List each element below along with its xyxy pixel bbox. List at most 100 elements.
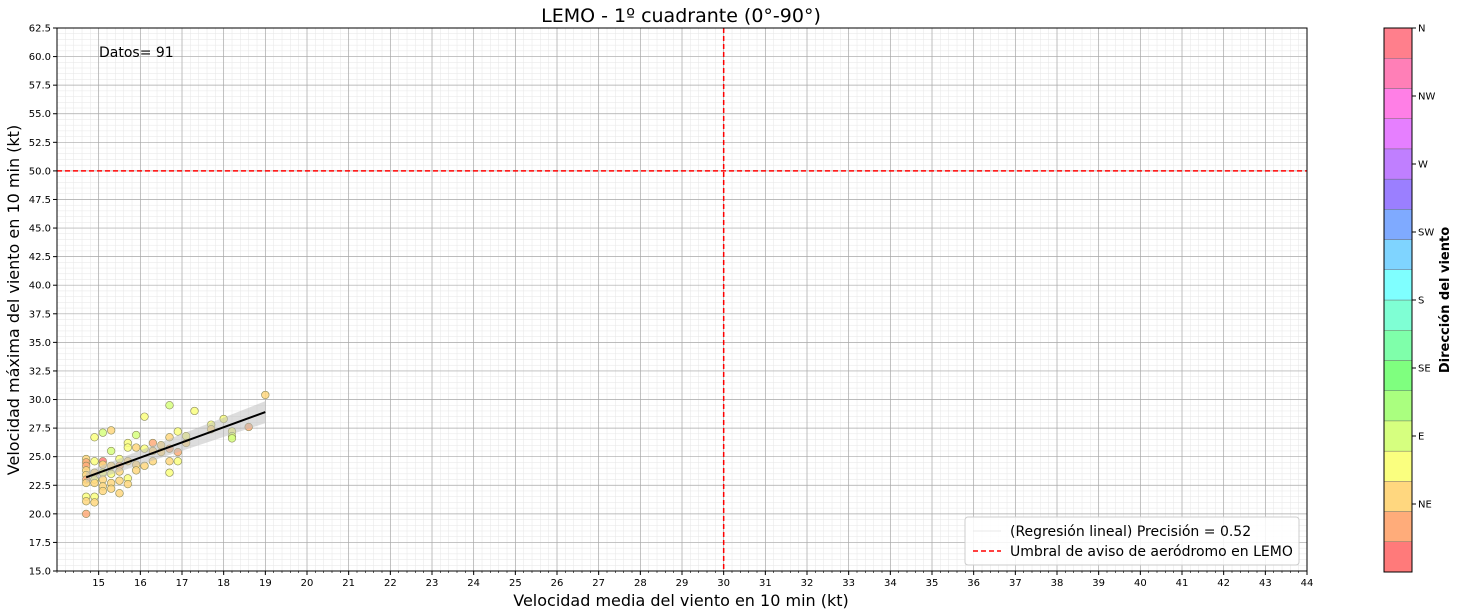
x-tick-label: 20 xyxy=(301,578,314,589)
x-tick-label: 33 xyxy=(842,578,855,589)
x-tick-label: 16 xyxy=(134,578,147,589)
colorbar-tick-label: SW xyxy=(1418,228,1434,239)
y-tick-label: 35.0 xyxy=(29,338,51,349)
y-tick-label: 30.0 xyxy=(29,395,51,406)
data-point xyxy=(140,412,149,421)
colorbar-segment xyxy=(1383,118,1413,150)
x-tick-label: 21 xyxy=(342,578,355,589)
y-tick-label: 55.0 xyxy=(29,109,51,120)
data-point xyxy=(132,466,141,475)
data-point xyxy=(107,446,116,456)
colorbar-segment xyxy=(1383,239,1413,270)
y-tick-label: 47.5 xyxy=(29,195,51,206)
colorbar-segment xyxy=(1383,299,1413,331)
x-tick-label: 36 xyxy=(967,578,980,589)
colorbar-tick-label: NW xyxy=(1418,92,1435,103)
colorbar-segment xyxy=(1383,209,1413,240)
y-tick-label: 45.0 xyxy=(29,224,51,235)
x-tick-label: 28 xyxy=(634,578,647,589)
data-point xyxy=(98,428,107,437)
data-point xyxy=(132,430,141,440)
data-point xyxy=(115,476,124,485)
y-tick-label: 27.5 xyxy=(29,424,51,435)
y-tick-label: 22.5 xyxy=(29,481,51,492)
x-tick-label: 38 xyxy=(1051,578,1064,589)
colorbar-segment xyxy=(1383,178,1413,210)
colorbar-tick-label: S xyxy=(1418,296,1424,307)
colorbar-segment xyxy=(1383,148,1413,180)
colorbar-segment xyxy=(1383,511,1413,542)
data-point xyxy=(90,433,99,442)
data-point xyxy=(227,434,237,443)
data-point xyxy=(98,486,107,496)
y-tick-label: 32.5 xyxy=(29,366,51,377)
data-point xyxy=(173,427,182,436)
y-tick-label: 50.0 xyxy=(29,166,51,177)
colorbar: NE E SE S SW W NW N xyxy=(1383,24,1435,573)
threshold-lines xyxy=(57,28,1307,571)
colorbar-segment xyxy=(1383,420,1413,452)
x-tick-label: 26 xyxy=(551,578,564,589)
scatter-points xyxy=(82,390,270,518)
x-tick-label: 42 xyxy=(1217,578,1230,589)
x-tick-label: 19 xyxy=(259,578,272,589)
x-tick-label: 23 xyxy=(426,578,439,589)
x-tick-label: 44 xyxy=(1301,578,1314,589)
data-point xyxy=(173,457,182,466)
x-tick-label: 31 xyxy=(759,578,772,589)
data-point xyxy=(90,498,99,507)
legend-box xyxy=(964,516,1300,566)
x-axis-label: Velocidad media del viento en 10 min (kt… xyxy=(513,591,849,610)
data-point xyxy=(261,390,270,400)
colorbar-segment xyxy=(1383,269,1413,301)
x-tick-label: 41 xyxy=(1176,578,1189,589)
x-tick-label: 22 xyxy=(384,578,397,589)
y-tick-label: 60.0 xyxy=(29,52,51,63)
chart-title: LEMO - 1º cuadrante (0°-90°) xyxy=(541,5,821,27)
data-point xyxy=(90,457,99,466)
x-tick-label: 30 xyxy=(717,578,730,589)
colorbar-segment xyxy=(1383,481,1413,512)
x-tick-label: 15 xyxy=(92,578,105,589)
y-tick-label: 17.5 xyxy=(29,538,51,549)
colorbar-tick-label: N xyxy=(1418,24,1425,35)
regression-line xyxy=(85,411,266,479)
legend: (Regresión lineal) Precisión = 0.52 Umbr… xyxy=(964,516,1300,566)
data-point xyxy=(82,509,91,518)
y-tick-label: 37.5 xyxy=(29,309,51,320)
x-tick-label: 24 xyxy=(467,578,480,589)
x-tick-label: 40 xyxy=(1134,578,1147,589)
x-tick-label: 18 xyxy=(217,578,230,589)
y-tick-label: 20.0 xyxy=(29,509,51,520)
colorbar-segment xyxy=(1383,541,1413,573)
data-point xyxy=(115,489,124,498)
data-point xyxy=(107,484,116,493)
x-tick-label: 39 xyxy=(1092,578,1105,589)
legend-threshold-label: Umbral de aviso de aeródromo en LEMO xyxy=(1010,544,1293,560)
data-point xyxy=(82,497,91,506)
data-point xyxy=(165,468,174,477)
x-tick-label: 35 xyxy=(926,578,939,589)
y-tick-label: 52.5 xyxy=(29,138,51,149)
y-tick-label: 25.0 xyxy=(29,452,51,463)
colorbar-tick-label: E xyxy=(1418,432,1424,443)
plot-frame xyxy=(56,27,1308,572)
x-tick-label: 17 xyxy=(176,578,189,589)
colorbar-segment xyxy=(1383,27,1413,59)
y-tick-label: 62.5 xyxy=(29,24,51,35)
colorbar-label: Dirección del viento xyxy=(1438,227,1453,373)
colorbar-segment xyxy=(1383,450,1413,482)
y-axis-label: Velocidad máxima del viento en 10 min (k… xyxy=(4,125,23,475)
data-point xyxy=(165,457,174,466)
x-axis-ticks: 15 16 17 18 19 20 21 22 23 24 25 26 27 28 29 30 31 32 33 34… xyxy=(56,571,1314,589)
colorbar-tick-label: W xyxy=(1418,160,1428,171)
regression-band xyxy=(86,401,266,483)
y-tick-label: 15.0 xyxy=(29,567,51,578)
x-tick-label: 43 xyxy=(1259,578,1272,589)
x-tick-label: 27 xyxy=(592,578,605,589)
data-count-annotation: Datos= 91 xyxy=(99,45,174,61)
data-point xyxy=(123,480,132,489)
data-point xyxy=(132,443,141,452)
legend-regression-label: (Regresión lineal) Precisión = 0.52 xyxy=(1010,524,1251,540)
